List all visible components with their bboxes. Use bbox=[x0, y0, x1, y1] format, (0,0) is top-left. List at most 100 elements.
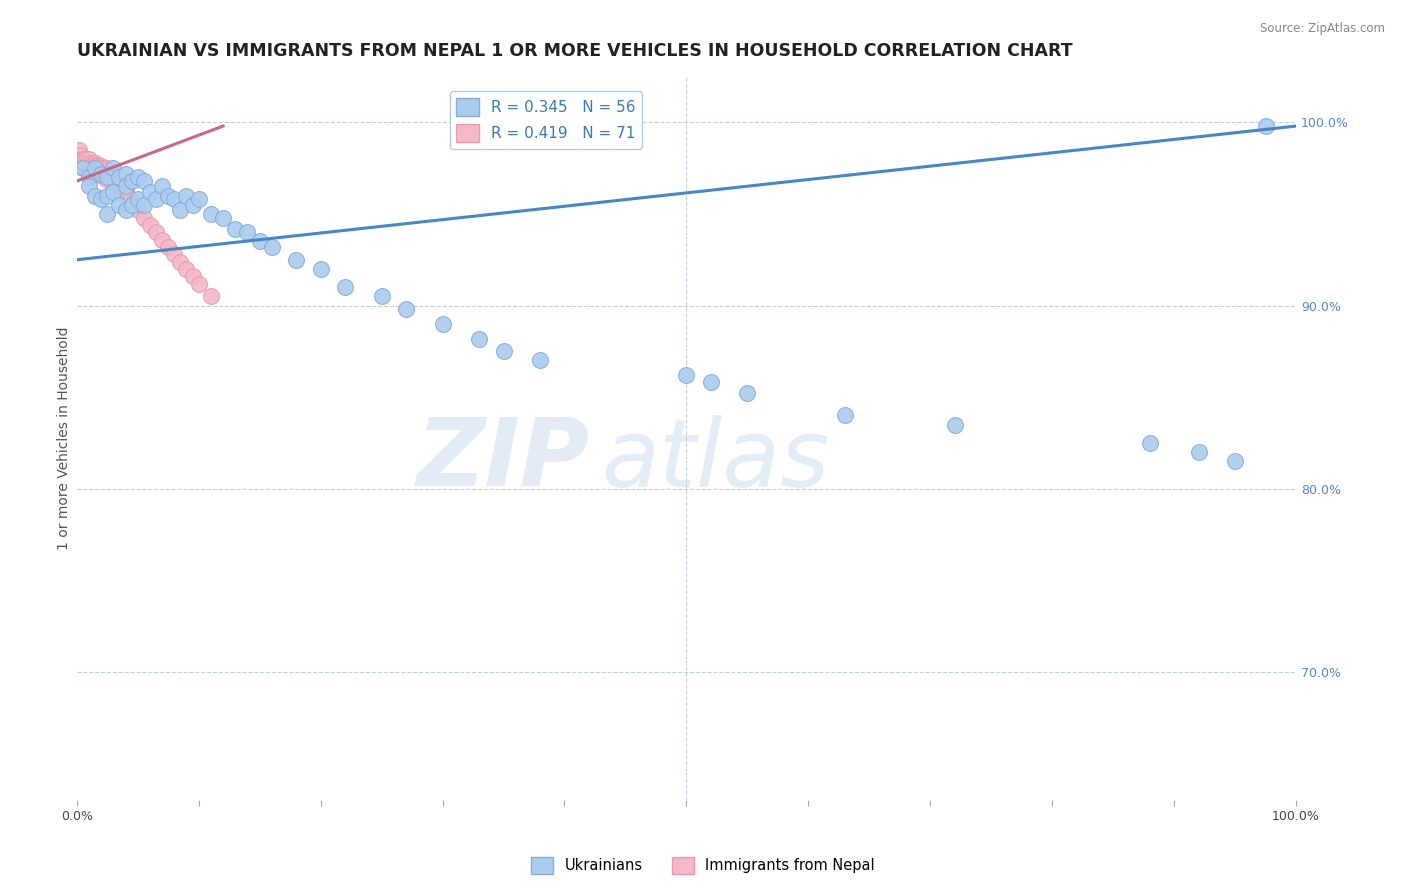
Point bbox=[163, 192, 186, 206]
Point bbox=[96, 207, 118, 221]
Point bbox=[76, 152, 98, 166]
Point bbox=[90, 165, 112, 179]
Point bbox=[97, 163, 120, 178]
Point bbox=[96, 167, 118, 181]
Text: Source: ZipAtlas.com: Source: ZipAtlas.com bbox=[1260, 22, 1385, 36]
Point bbox=[120, 192, 142, 206]
Point bbox=[90, 159, 112, 173]
Point bbox=[675, 368, 697, 383]
Point bbox=[112, 183, 135, 197]
Point bbox=[80, 163, 103, 178]
Point bbox=[98, 167, 121, 181]
Point bbox=[1254, 119, 1277, 133]
Point bbox=[127, 192, 149, 206]
Point bbox=[127, 170, 149, 185]
Point bbox=[333, 280, 356, 294]
Point bbox=[103, 161, 125, 176]
Point bbox=[75, 155, 97, 169]
Point bbox=[72, 161, 94, 176]
Point bbox=[163, 247, 186, 261]
Point bbox=[76, 157, 98, 171]
Point bbox=[89, 163, 111, 178]
Point bbox=[70, 152, 93, 166]
Point bbox=[84, 188, 107, 202]
Point bbox=[67, 143, 90, 157]
Point bbox=[84, 157, 107, 171]
Point bbox=[76, 161, 98, 176]
Point bbox=[432, 317, 454, 331]
Point bbox=[84, 163, 107, 178]
Point bbox=[87, 161, 110, 176]
Point bbox=[121, 198, 143, 212]
Point bbox=[157, 240, 180, 254]
Point bbox=[260, 240, 283, 254]
Point bbox=[200, 207, 222, 221]
Point bbox=[1187, 445, 1209, 459]
Point bbox=[395, 302, 418, 317]
Point bbox=[97, 169, 120, 183]
Point bbox=[150, 233, 173, 247]
Point bbox=[187, 277, 209, 291]
Legend: R = 0.345   N = 56, R = 0.419   N = 71: R = 0.345 N = 56, R = 0.419 N = 71 bbox=[450, 92, 643, 149]
Point bbox=[96, 161, 118, 176]
Point bbox=[77, 170, 100, 185]
Point bbox=[309, 261, 332, 276]
Point bbox=[73, 152, 96, 166]
Point bbox=[91, 167, 114, 181]
Point bbox=[169, 203, 191, 218]
Point bbox=[468, 331, 491, 345]
Point bbox=[169, 254, 191, 268]
Point bbox=[145, 192, 167, 206]
Point bbox=[83, 167, 105, 181]
Point bbox=[94, 165, 117, 179]
Point bbox=[529, 353, 551, 368]
Point bbox=[96, 188, 118, 202]
Point bbox=[212, 211, 235, 225]
Point bbox=[145, 225, 167, 239]
Point bbox=[224, 221, 246, 235]
Point bbox=[93, 163, 115, 178]
Point bbox=[72, 155, 94, 169]
Point bbox=[76, 155, 98, 169]
Point bbox=[90, 167, 112, 181]
Point bbox=[80, 157, 103, 171]
Point bbox=[89, 169, 111, 183]
Point bbox=[77, 152, 100, 166]
Point bbox=[69, 148, 91, 162]
Point bbox=[79, 155, 101, 169]
Point bbox=[110, 179, 132, 194]
Point bbox=[101, 169, 124, 183]
Point bbox=[104, 174, 127, 188]
Point bbox=[236, 225, 259, 239]
Point bbox=[87, 167, 110, 181]
Point bbox=[834, 409, 856, 423]
Text: ZIP: ZIP bbox=[416, 414, 589, 506]
Point bbox=[124, 200, 146, 214]
Point bbox=[285, 252, 308, 267]
Point bbox=[94, 167, 117, 181]
Point bbox=[200, 289, 222, 303]
Point bbox=[114, 167, 136, 181]
Point bbox=[84, 155, 107, 169]
Point bbox=[150, 179, 173, 194]
Text: UKRAINIAN VS IMMIGRANTS FROM NEPAL 1 OR MORE VEHICLES IN HOUSEHOLD CORRELATION C: UKRAINIAN VS IMMIGRANTS FROM NEPAL 1 OR … bbox=[77, 42, 1073, 60]
Point bbox=[93, 169, 115, 183]
Point bbox=[108, 170, 131, 185]
Point bbox=[737, 386, 759, 401]
Point bbox=[943, 417, 966, 432]
Point bbox=[84, 161, 107, 176]
Point bbox=[492, 344, 515, 359]
Point bbox=[82, 165, 104, 179]
Point bbox=[91, 161, 114, 176]
Point bbox=[132, 198, 155, 212]
Point bbox=[181, 269, 204, 284]
Point bbox=[103, 174, 125, 188]
Point bbox=[107, 178, 129, 192]
Point bbox=[77, 179, 100, 194]
Point bbox=[84, 161, 107, 176]
Text: atlas: atlas bbox=[600, 415, 830, 506]
Point bbox=[75, 161, 97, 176]
Point bbox=[103, 185, 125, 199]
Legend: Ukrainians, Immigrants from Nepal: Ukrainians, Immigrants from Nepal bbox=[526, 851, 880, 880]
Point bbox=[127, 203, 149, 218]
